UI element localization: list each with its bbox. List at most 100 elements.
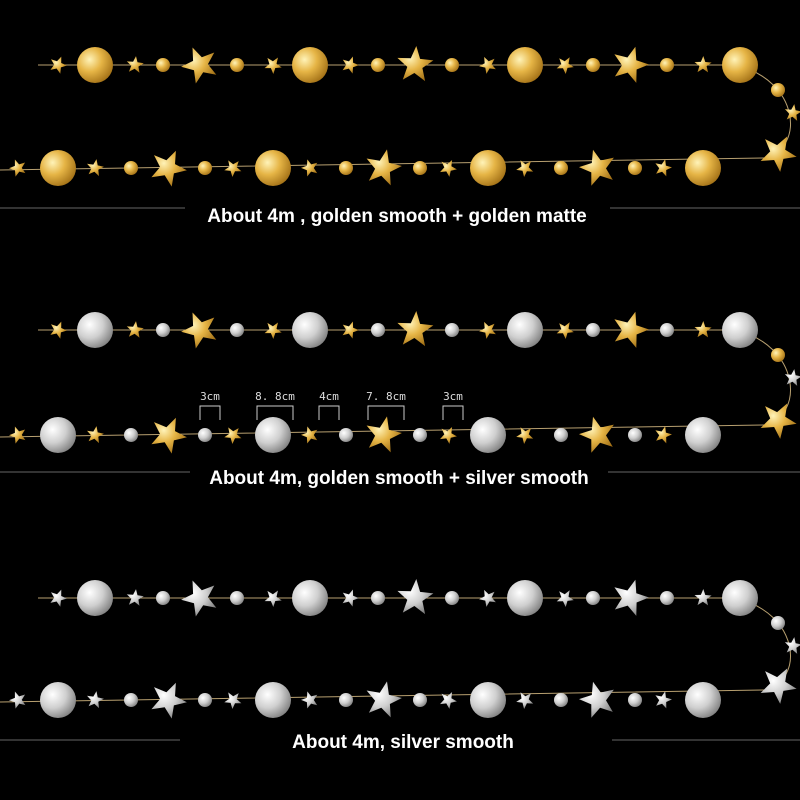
dot bbox=[445, 591, 459, 605]
star bbox=[224, 692, 242, 709]
dot bbox=[124, 161, 138, 175]
star bbox=[655, 426, 672, 444]
dot bbox=[771, 616, 785, 630]
star bbox=[264, 57, 282, 74]
dot bbox=[339, 693, 353, 707]
star bbox=[181, 312, 217, 349]
star bbox=[694, 589, 712, 606]
star bbox=[151, 150, 187, 187]
dot bbox=[371, 591, 385, 605]
dot bbox=[771, 83, 785, 97]
star bbox=[440, 692, 457, 709]
dimension-label: 8. 8cm bbox=[255, 390, 295, 403]
star bbox=[516, 160, 534, 177]
circle bbox=[40, 417, 76, 453]
dot bbox=[156, 323, 170, 337]
star bbox=[366, 416, 402, 453]
star bbox=[342, 56, 359, 74]
dot bbox=[628, 161, 642, 175]
dot bbox=[445, 58, 459, 72]
star bbox=[50, 56, 67, 74]
circle bbox=[77, 47, 113, 83]
star bbox=[397, 46, 434, 82]
dot bbox=[413, 693, 427, 707]
star bbox=[694, 321, 712, 338]
star bbox=[366, 149, 402, 186]
star bbox=[126, 321, 144, 338]
star bbox=[579, 416, 614, 453]
circle bbox=[470, 417, 506, 453]
circle bbox=[507, 47, 543, 83]
star bbox=[556, 57, 574, 74]
dot bbox=[554, 693, 568, 707]
dot bbox=[628, 428, 642, 442]
star bbox=[9, 159, 26, 177]
dot bbox=[339, 428, 353, 442]
star bbox=[784, 637, 800, 654]
dimension-bracket bbox=[199, 405, 221, 420]
star bbox=[301, 426, 318, 444]
circle bbox=[292, 47, 328, 83]
dot bbox=[771, 348, 785, 362]
star bbox=[181, 47, 217, 84]
circle bbox=[77, 312, 113, 348]
star bbox=[50, 321, 67, 339]
star bbox=[50, 589, 67, 607]
caption: About 4m, golden smooth + silver smooth bbox=[209, 468, 589, 489]
star bbox=[440, 427, 457, 444]
dimension-bracket bbox=[442, 405, 464, 420]
star bbox=[224, 427, 242, 444]
dot bbox=[445, 323, 459, 337]
star bbox=[655, 691, 672, 709]
dot bbox=[586, 323, 600, 337]
star bbox=[9, 691, 26, 709]
circle bbox=[470, 682, 506, 718]
star bbox=[556, 590, 574, 607]
dot bbox=[230, 591, 244, 605]
circle bbox=[722, 580, 758, 616]
dot bbox=[124, 693, 138, 707]
circle bbox=[292, 580, 328, 616]
star bbox=[479, 56, 496, 74]
circle bbox=[255, 417, 291, 453]
star bbox=[760, 668, 797, 704]
star bbox=[556, 322, 574, 339]
circle bbox=[722, 312, 758, 348]
star bbox=[397, 311, 434, 347]
caption: About 4m , golden smooth + golden matte bbox=[207, 206, 586, 227]
circle bbox=[255, 682, 291, 718]
dot bbox=[554, 161, 568, 175]
circle bbox=[685, 417, 721, 453]
dot bbox=[371, 58, 385, 72]
star bbox=[579, 681, 614, 718]
star bbox=[87, 691, 104, 709]
star bbox=[264, 590, 282, 607]
circle bbox=[40, 150, 76, 186]
circle bbox=[77, 580, 113, 616]
dot bbox=[156, 58, 170, 72]
star bbox=[87, 426, 104, 444]
star bbox=[614, 311, 649, 348]
dimension-label: 4cm bbox=[319, 390, 339, 403]
dot bbox=[339, 161, 353, 175]
dot bbox=[660, 591, 674, 605]
star bbox=[126, 56, 144, 73]
dimension-bracket bbox=[367, 405, 405, 420]
garlands bbox=[0, 46, 800, 719]
dot bbox=[124, 428, 138, 442]
star bbox=[224, 160, 242, 177]
star bbox=[784, 369, 800, 386]
dimension-label: 3cm bbox=[443, 390, 463, 403]
dot bbox=[413, 161, 427, 175]
star bbox=[9, 426, 26, 444]
caption: About 4m, silver smooth bbox=[292, 732, 514, 753]
dot bbox=[660, 58, 674, 72]
star bbox=[301, 691, 318, 709]
star bbox=[479, 321, 496, 339]
dot bbox=[586, 58, 600, 72]
dot bbox=[554, 428, 568, 442]
dimension-bracket bbox=[256, 405, 294, 420]
circle bbox=[255, 150, 291, 186]
